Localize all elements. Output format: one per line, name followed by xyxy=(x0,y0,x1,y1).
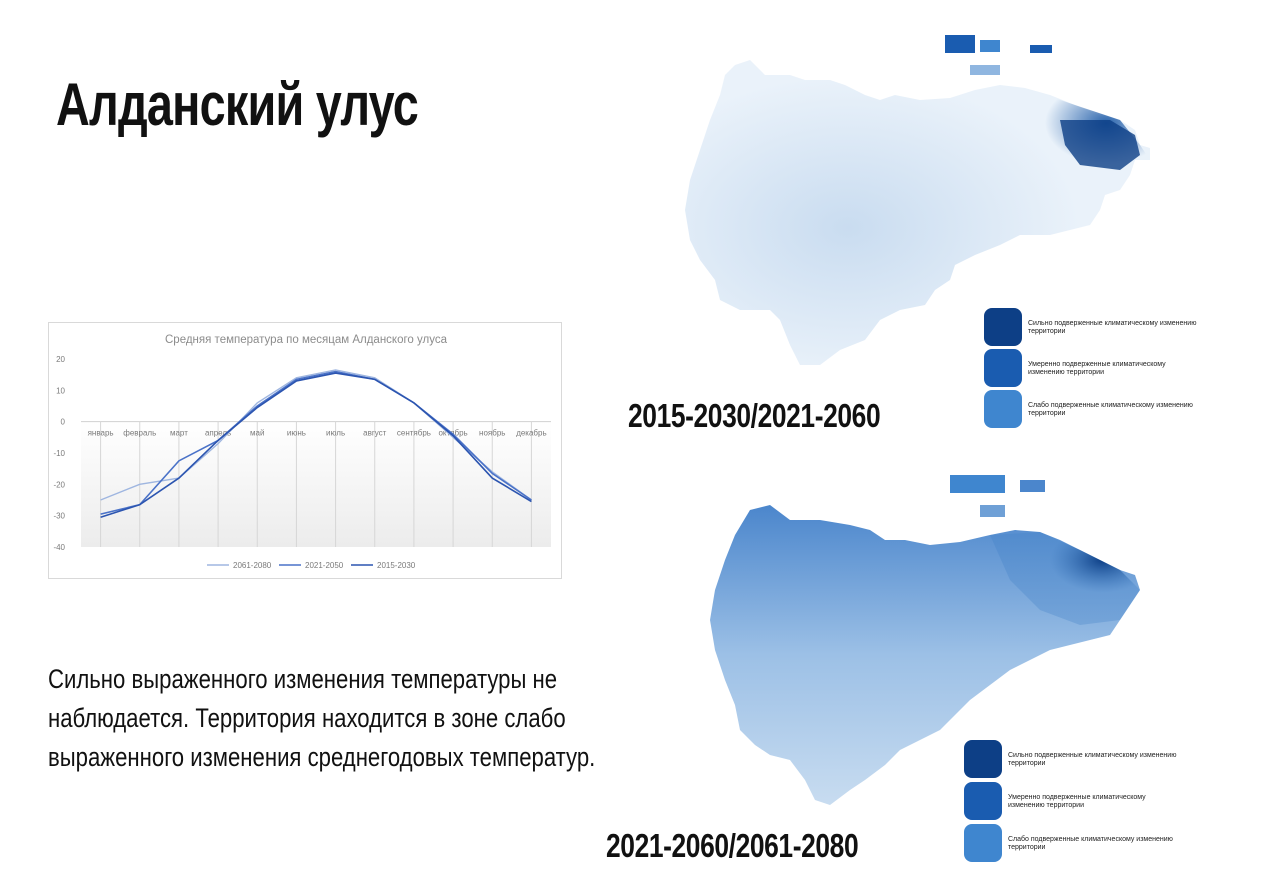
map-1-island-4 xyxy=(970,65,1000,75)
chart-title: Средняя температура по месяцам Алданског… xyxy=(165,334,448,346)
period-label-2: 2021-2060/2061-2080 xyxy=(606,827,859,864)
description-text: Сильно выраженного изменения температуры… xyxy=(48,664,596,772)
climate-map-2 xyxy=(700,460,1160,815)
legend-swatch-strong xyxy=(964,740,1002,778)
map-1-island-3 xyxy=(1030,45,1052,53)
legend-label: Умеренно подверженные климатическому изм… xyxy=(1028,361,1166,376)
map-2-high-zone xyxy=(990,532,1140,625)
map-2-island-2 xyxy=(1020,480,1045,492)
map-1-strong-zone xyxy=(1060,120,1140,170)
legend-swatch-strong xyxy=(984,308,1022,346)
legend-label-2061-2080: 2061-2080 xyxy=(233,561,272,570)
y-tick-label: 10 xyxy=(56,386,65,395)
y-tick-label: -30 xyxy=(53,512,65,521)
legend-2: Сильно подверженные климатическому измен… xyxy=(964,740,1176,865)
series-line-2021-2050 xyxy=(100,370,532,515)
map-1-high-zone xyxy=(975,88,1150,205)
chart-svg: Средняя температура по месяцам Алданског… xyxy=(53,334,551,570)
map-1-island-2 xyxy=(980,40,1000,52)
legend-swatch-moderate xyxy=(964,782,1002,820)
climate-map-1-svg xyxy=(685,35,1150,365)
x-tick-label: май xyxy=(250,429,264,438)
x-tick-label: июнь xyxy=(287,429,306,438)
legend-label: Слабо подверженные климатическому измене… xyxy=(1028,402,1193,417)
legend-1-item-moderate: Умеренно подверженные климатическому изм… xyxy=(984,349,1184,387)
map-2-island-3 xyxy=(980,505,1005,517)
map-1-island-1 xyxy=(945,35,975,53)
legend-label-2015-2030: 2015-2030 xyxy=(377,561,416,570)
page-title: Алданский улус xyxy=(56,71,419,138)
temperature-chart: Средняя температура по месяцам Алданског… xyxy=(48,322,562,579)
legend-1-item-weak: Слабо подверженные климатическому измене… xyxy=(984,390,1193,428)
legend-swatch-weak xyxy=(984,390,1022,428)
y-tick-label: 0 xyxy=(61,418,66,427)
legend-swatch-moderate xyxy=(984,349,1022,387)
x-tick-label: январь xyxy=(88,429,114,438)
series-line-2015-2030 xyxy=(100,372,532,518)
x-tick-label: ноябрь xyxy=(479,429,505,438)
climate-map-2-svg xyxy=(710,475,1140,805)
y-tick-label: -10 xyxy=(53,449,65,458)
x-tick-label: апрель xyxy=(205,429,231,438)
x-tick-label: август xyxy=(363,429,387,438)
legend-2-item-strong: Сильно подверженные климатическому измен… xyxy=(964,740,1176,778)
legend-label: Слабо подверженные климатическому измене… xyxy=(1008,836,1173,851)
map-2-island-1 xyxy=(950,475,1005,493)
y-tick-label: 20 xyxy=(56,355,65,364)
legend-2-item-weak: Слабо подверженные климатическому измене… xyxy=(964,824,1173,862)
x-tick-label: октябрь xyxy=(438,429,467,438)
legend-swatch-weak xyxy=(964,824,1002,862)
period-label-1: 2015-2030/2021-2060 xyxy=(628,397,881,434)
x-tick-label: июль xyxy=(326,429,345,438)
x-tick-label: февраль xyxy=(123,429,156,438)
chart-plot-background xyxy=(81,421,551,547)
x-tick-label: декабрь xyxy=(516,429,546,438)
x-tick-label: сентябрь xyxy=(397,429,431,438)
legend-label: Умеренно подверженные климатическому изм… xyxy=(1008,794,1146,809)
legend-label-2021-2050: 2021-2050 xyxy=(305,561,344,570)
legend-1-item-strong: Сильно подверженные климатическому измен… xyxy=(984,308,1196,346)
legend-label: Сильно подверженные климатическому измен… xyxy=(1028,320,1197,335)
legend-2-item-moderate: Умеренно подверженные климатическому изм… xyxy=(964,782,1164,820)
x-tick-label: март xyxy=(170,429,188,438)
legend-1: Сильно подверженные климатическому измен… xyxy=(984,308,1196,428)
y-tick-label: -20 xyxy=(53,480,65,489)
y-tick-label: -40 xyxy=(53,543,65,552)
legend-label: Сильно подверженные климатическому измен… xyxy=(1008,752,1177,767)
climate-map-1 xyxy=(680,20,1170,385)
